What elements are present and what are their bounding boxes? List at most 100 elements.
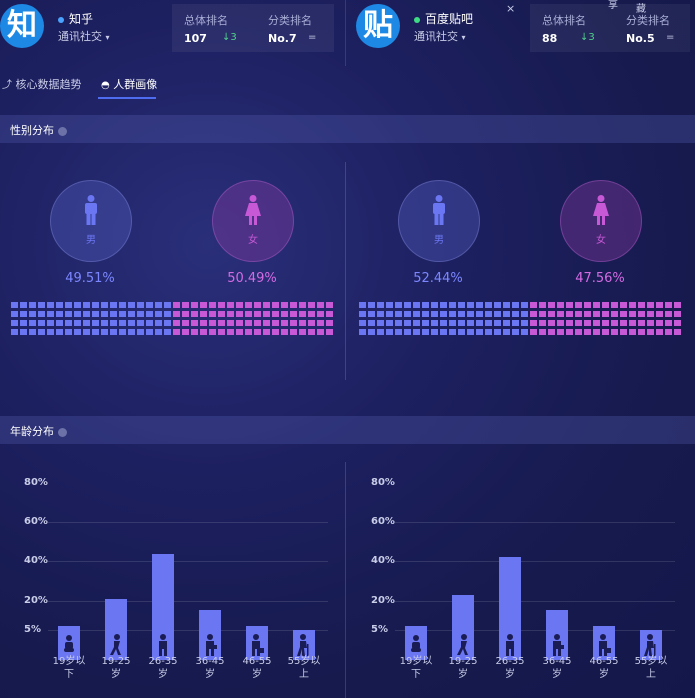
male-dot (512, 320, 519, 326)
female-dot (665, 320, 672, 326)
tab-label: 人群画像 (113, 78, 158, 91)
male-dot (449, 320, 456, 326)
app-logo-zhihu[interactable]: 知 (0, 4, 44, 48)
female-label: 女 (596, 235, 606, 246)
age-person-icon (644, 634, 658, 660)
male-dot (422, 302, 429, 308)
age-bar[interactable] (105, 598, 127, 660)
male-dot (503, 329, 510, 335)
male-dot (404, 302, 411, 308)
male-dot (431, 320, 438, 326)
app-card-1: 知 知乎 通讯社交 ▾ 总体排名 107 ↓3 分类排名 No.7 = (0, 0, 345, 66)
male-dot (29, 302, 36, 308)
app-compare-header: 知 知乎 通讯社交 ▾ 总体排名 107 ↓3 分类排名 No.7 = 贴 百度… (0, 0, 695, 66)
male-dot (110, 320, 117, 326)
close-icon[interactable]: × (506, 2, 516, 15)
age-bar[interactable] (152, 553, 174, 660)
age-person-icon (203, 634, 217, 660)
tab-core-trend[interactable]: ⤴ 核心数据趋势 (2, 76, 82, 92)
gender-section-title: 性别分布 (10, 124, 54, 137)
female-dot (674, 320, 681, 326)
x-tick-label: 55岁以上 (279, 655, 329, 681)
male-dot (359, 320, 366, 326)
male-dot (83, 311, 90, 317)
age-bar[interactable] (499, 557, 521, 660)
male-dot (395, 302, 402, 308)
male-dot (119, 320, 126, 326)
app-logo-tieba[interactable]: 贴 (356, 4, 400, 48)
male-dot (395, 329, 402, 335)
female-dot (173, 311, 180, 317)
female-dot (299, 320, 306, 326)
male-dot (377, 302, 384, 308)
share-button[interactable]: 享 (608, 0, 618, 11)
male-dot (359, 311, 366, 317)
app-name[interactable]: 知乎 (58, 10, 93, 27)
male-dot (146, 320, 153, 326)
male-dot (29, 320, 36, 326)
male-dot (101, 302, 108, 308)
male-dot (164, 320, 171, 326)
male-dot (422, 311, 429, 317)
female-dot (665, 329, 672, 335)
male-dot (74, 302, 81, 308)
male-dot (74, 311, 81, 317)
y-tick-label: 40% (24, 555, 48, 567)
collect-button[interactable]: 藏 (636, 4, 646, 15)
tab-bar: ⤴ 核心数据趋势 ◓ 人群画像 (0, 66, 695, 100)
overall-rank-value: 107 (184, 32, 207, 45)
male-icon (431, 195, 447, 229)
female-dot (566, 311, 573, 317)
female-dot (575, 302, 582, 308)
female-dot (665, 311, 672, 317)
male-dot (146, 302, 153, 308)
section-title: 年龄分布 (10, 423, 67, 439)
app-name[interactable]: 百度贴吧 (414, 10, 473, 27)
male-dot (92, 311, 99, 317)
male-dot (155, 302, 162, 308)
male-dot (65, 302, 72, 308)
male-dot (164, 329, 171, 335)
female-circle: 女 (560, 180, 642, 262)
male-dot (137, 329, 144, 335)
male-dot (467, 311, 474, 317)
female-icon (592, 195, 610, 229)
male-dot (137, 311, 144, 317)
male-dot (101, 320, 108, 326)
male-dot (485, 320, 492, 326)
male-dot (521, 311, 528, 317)
female-dot (245, 320, 252, 326)
male-dot (494, 311, 501, 317)
female-dot (530, 302, 537, 308)
female-icon (244, 195, 262, 229)
female-dot (557, 329, 564, 335)
female-dot (575, 311, 582, 317)
female-dot (557, 320, 564, 326)
app-category-select[interactable]: 通讯社交 ▾ (414, 28, 466, 44)
x-tick-label-line: 55岁以 (634, 656, 668, 667)
panel-divider (345, 162, 346, 380)
help-icon[interactable] (58, 126, 67, 136)
female-dot (629, 302, 636, 308)
male-dot (485, 329, 492, 335)
x-tick-label-line: 36-45 (195, 656, 225, 667)
x-tick-label-line: 36-45 (542, 656, 572, 667)
x-tick-label-line: 19-25 (101, 656, 131, 667)
female-dot (236, 302, 243, 308)
help-icon[interactable] (58, 427, 67, 437)
female-dot (263, 311, 270, 317)
x-tick-label-line: 46-55 (589, 656, 619, 667)
age-bar[interactable] (452, 594, 474, 660)
male-dot (38, 329, 45, 335)
male-dot (74, 320, 81, 326)
panel-divider (345, 462, 346, 698)
female-dot (218, 329, 225, 335)
male-dot (83, 302, 90, 308)
tab-crowd-profile[interactable]: ◓ 人群画像 (101, 76, 157, 92)
female-dot (629, 320, 636, 326)
male-dot (467, 320, 474, 326)
category-rank-trend: = (308, 32, 317, 43)
male-dot (440, 329, 447, 335)
female-dot (530, 311, 537, 317)
app-category-select[interactable]: 通讯社交 ▾ (58, 28, 110, 44)
